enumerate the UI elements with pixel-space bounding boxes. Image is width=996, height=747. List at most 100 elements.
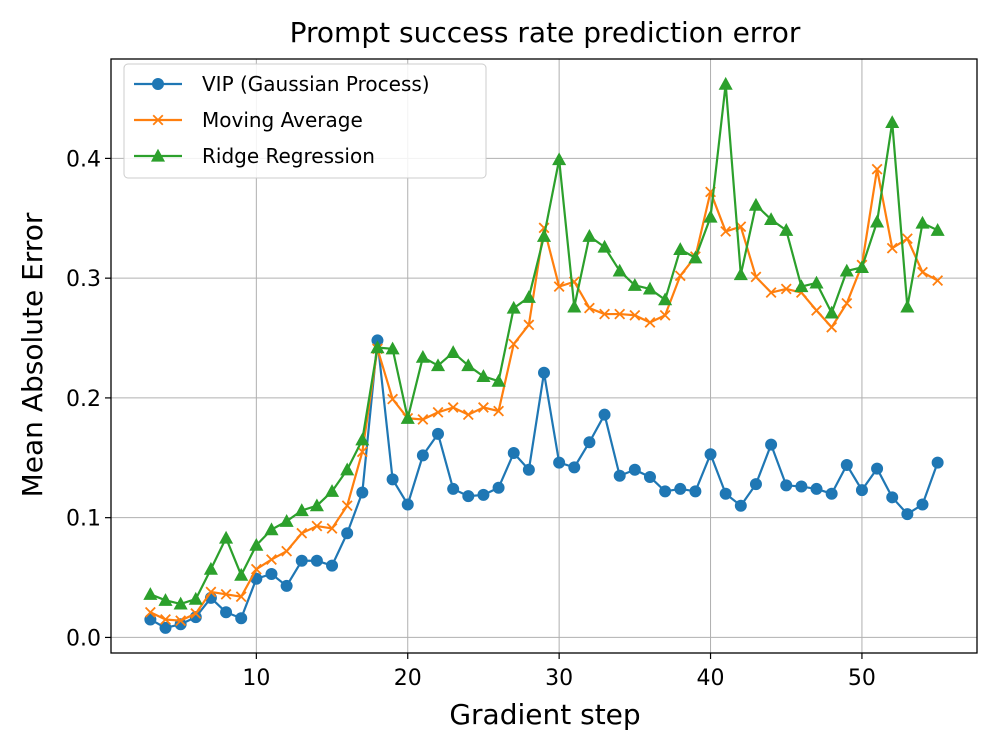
data-point: [386, 473, 399, 486]
data-point: [552, 152, 567, 166]
data-point: [432, 427, 445, 440]
x-marker-stroke: [250, 563, 262, 575]
data-point: [385, 341, 400, 355]
data-point: [417, 414, 429, 425]
data-point: [629, 309, 641, 321]
data-point: [915, 215, 930, 229]
x-marker-stroke: [599, 308, 610, 320]
data-point: [250, 563, 262, 575]
data-point: [356, 486, 369, 499]
data-point: [462, 409, 474, 421]
legend-box: [123, 63, 487, 179]
data-point: [143, 587, 158, 600]
data-point: [659, 485, 672, 498]
data-point: [598, 408, 611, 421]
legend-marker: [150, 148, 166, 162]
data-point: [523, 319, 535, 331]
data-point: [266, 554, 277, 566]
data-point: [416, 449, 429, 462]
data-point: [461, 358, 476, 372]
data-point: [506, 300, 521, 314]
data-point: [294, 503, 309, 517]
x-marker-stroke: [841, 297, 853, 309]
x-marker-stroke: [462, 409, 474, 421]
data-point: [689, 485, 702, 498]
legend-label: Moving Average: [202, 108, 363, 132]
data-point: [583, 436, 596, 449]
legend-label: VIP (Gaussian Process): [202, 72, 430, 96]
x-marker-stroke: [523, 319, 535, 331]
x-marker-stroke: [508, 338, 520, 350]
data-point: [825, 487, 838, 500]
x-marker-stroke: [417, 414, 429, 425]
chart-title: Prompt success rate prediction error: [290, 16, 801, 49]
data-point: [627, 278, 642, 291]
data-point: [688, 250, 703, 264]
data-point: [508, 338, 520, 350]
data-point: [324, 484, 340, 497]
x-marker-stroke: [614, 308, 626, 320]
x-marker-stroke: [447, 402, 459, 413]
data-point: [219, 530, 234, 544]
data-point: [795, 480, 808, 493]
data-point: [491, 373, 506, 387]
data-point: [311, 520, 323, 532]
data-point: [462, 490, 475, 503]
data-point: [901, 508, 914, 521]
x-marker-stroke: [152, 114, 164, 126]
data-point: [493, 405, 505, 417]
x-marker-stroke: [780, 283, 792, 295]
data-point: [917, 266, 928, 278]
data-point: [279, 514, 294, 527]
legend-label: Ridge Regression: [202, 144, 375, 168]
x-tick-label: 30: [545, 666, 573, 691]
data-point: [144, 613, 157, 626]
x-marker-stroke: [932, 275, 944, 286]
data-point: [794, 279, 809, 293]
data-point: [401, 498, 414, 511]
series-layer: [143, 76, 945, 634]
data-point: [885, 115, 900, 129]
data-point: [553, 281, 565, 292]
legend-entry-3: Ridge Regression: [134, 144, 375, 168]
data-point: [447, 402, 459, 413]
data-point: [387, 393, 399, 405]
data-point: [750, 271, 762, 283]
x-tick-label: 20: [394, 666, 422, 691]
data-point: [597, 239, 612, 253]
data-point: [430, 358, 446, 372]
data-point: [280, 579, 293, 592]
data-point: [310, 554, 323, 567]
data-point: [567, 299, 582, 313]
x-marker-stroke: [356, 446, 368, 458]
data-point: [720, 226, 732, 237]
y-tick-label: 0.0: [66, 626, 101, 651]
data-point: [341, 527, 354, 540]
data-point: [492, 481, 505, 494]
y-tick-label: 0.4: [66, 147, 101, 172]
data-point: [432, 406, 444, 418]
series-3: [143, 76, 945, 610]
data-point: [854, 260, 869, 273]
x-marker-stroke: [750, 271, 762, 283]
legend-marker: [152, 78, 164, 90]
data-point: [703, 209, 718, 223]
data-point: [326, 559, 339, 572]
data-point: [158, 593, 173, 606]
x-tick-label: 10: [242, 666, 270, 691]
data-point: [871, 163, 883, 175]
x-marker-stroke: [341, 500, 353, 512]
data-point: [870, 214, 885, 228]
data-point: [326, 523, 338, 534]
data-point: [642, 281, 658, 295]
data-point: [824, 305, 839, 319]
x-marker-stroke: [811, 305, 822, 316]
data-point: [748, 197, 764, 211]
x-marker-stroke: [235, 591, 247, 603]
y-axis-label: Mean Absolute Error: [16, 212, 49, 497]
x-marker-stroke: [432, 406, 444, 418]
data-point: [841, 297, 853, 309]
data-point: [886, 491, 899, 504]
data-point: [309, 498, 324, 512]
